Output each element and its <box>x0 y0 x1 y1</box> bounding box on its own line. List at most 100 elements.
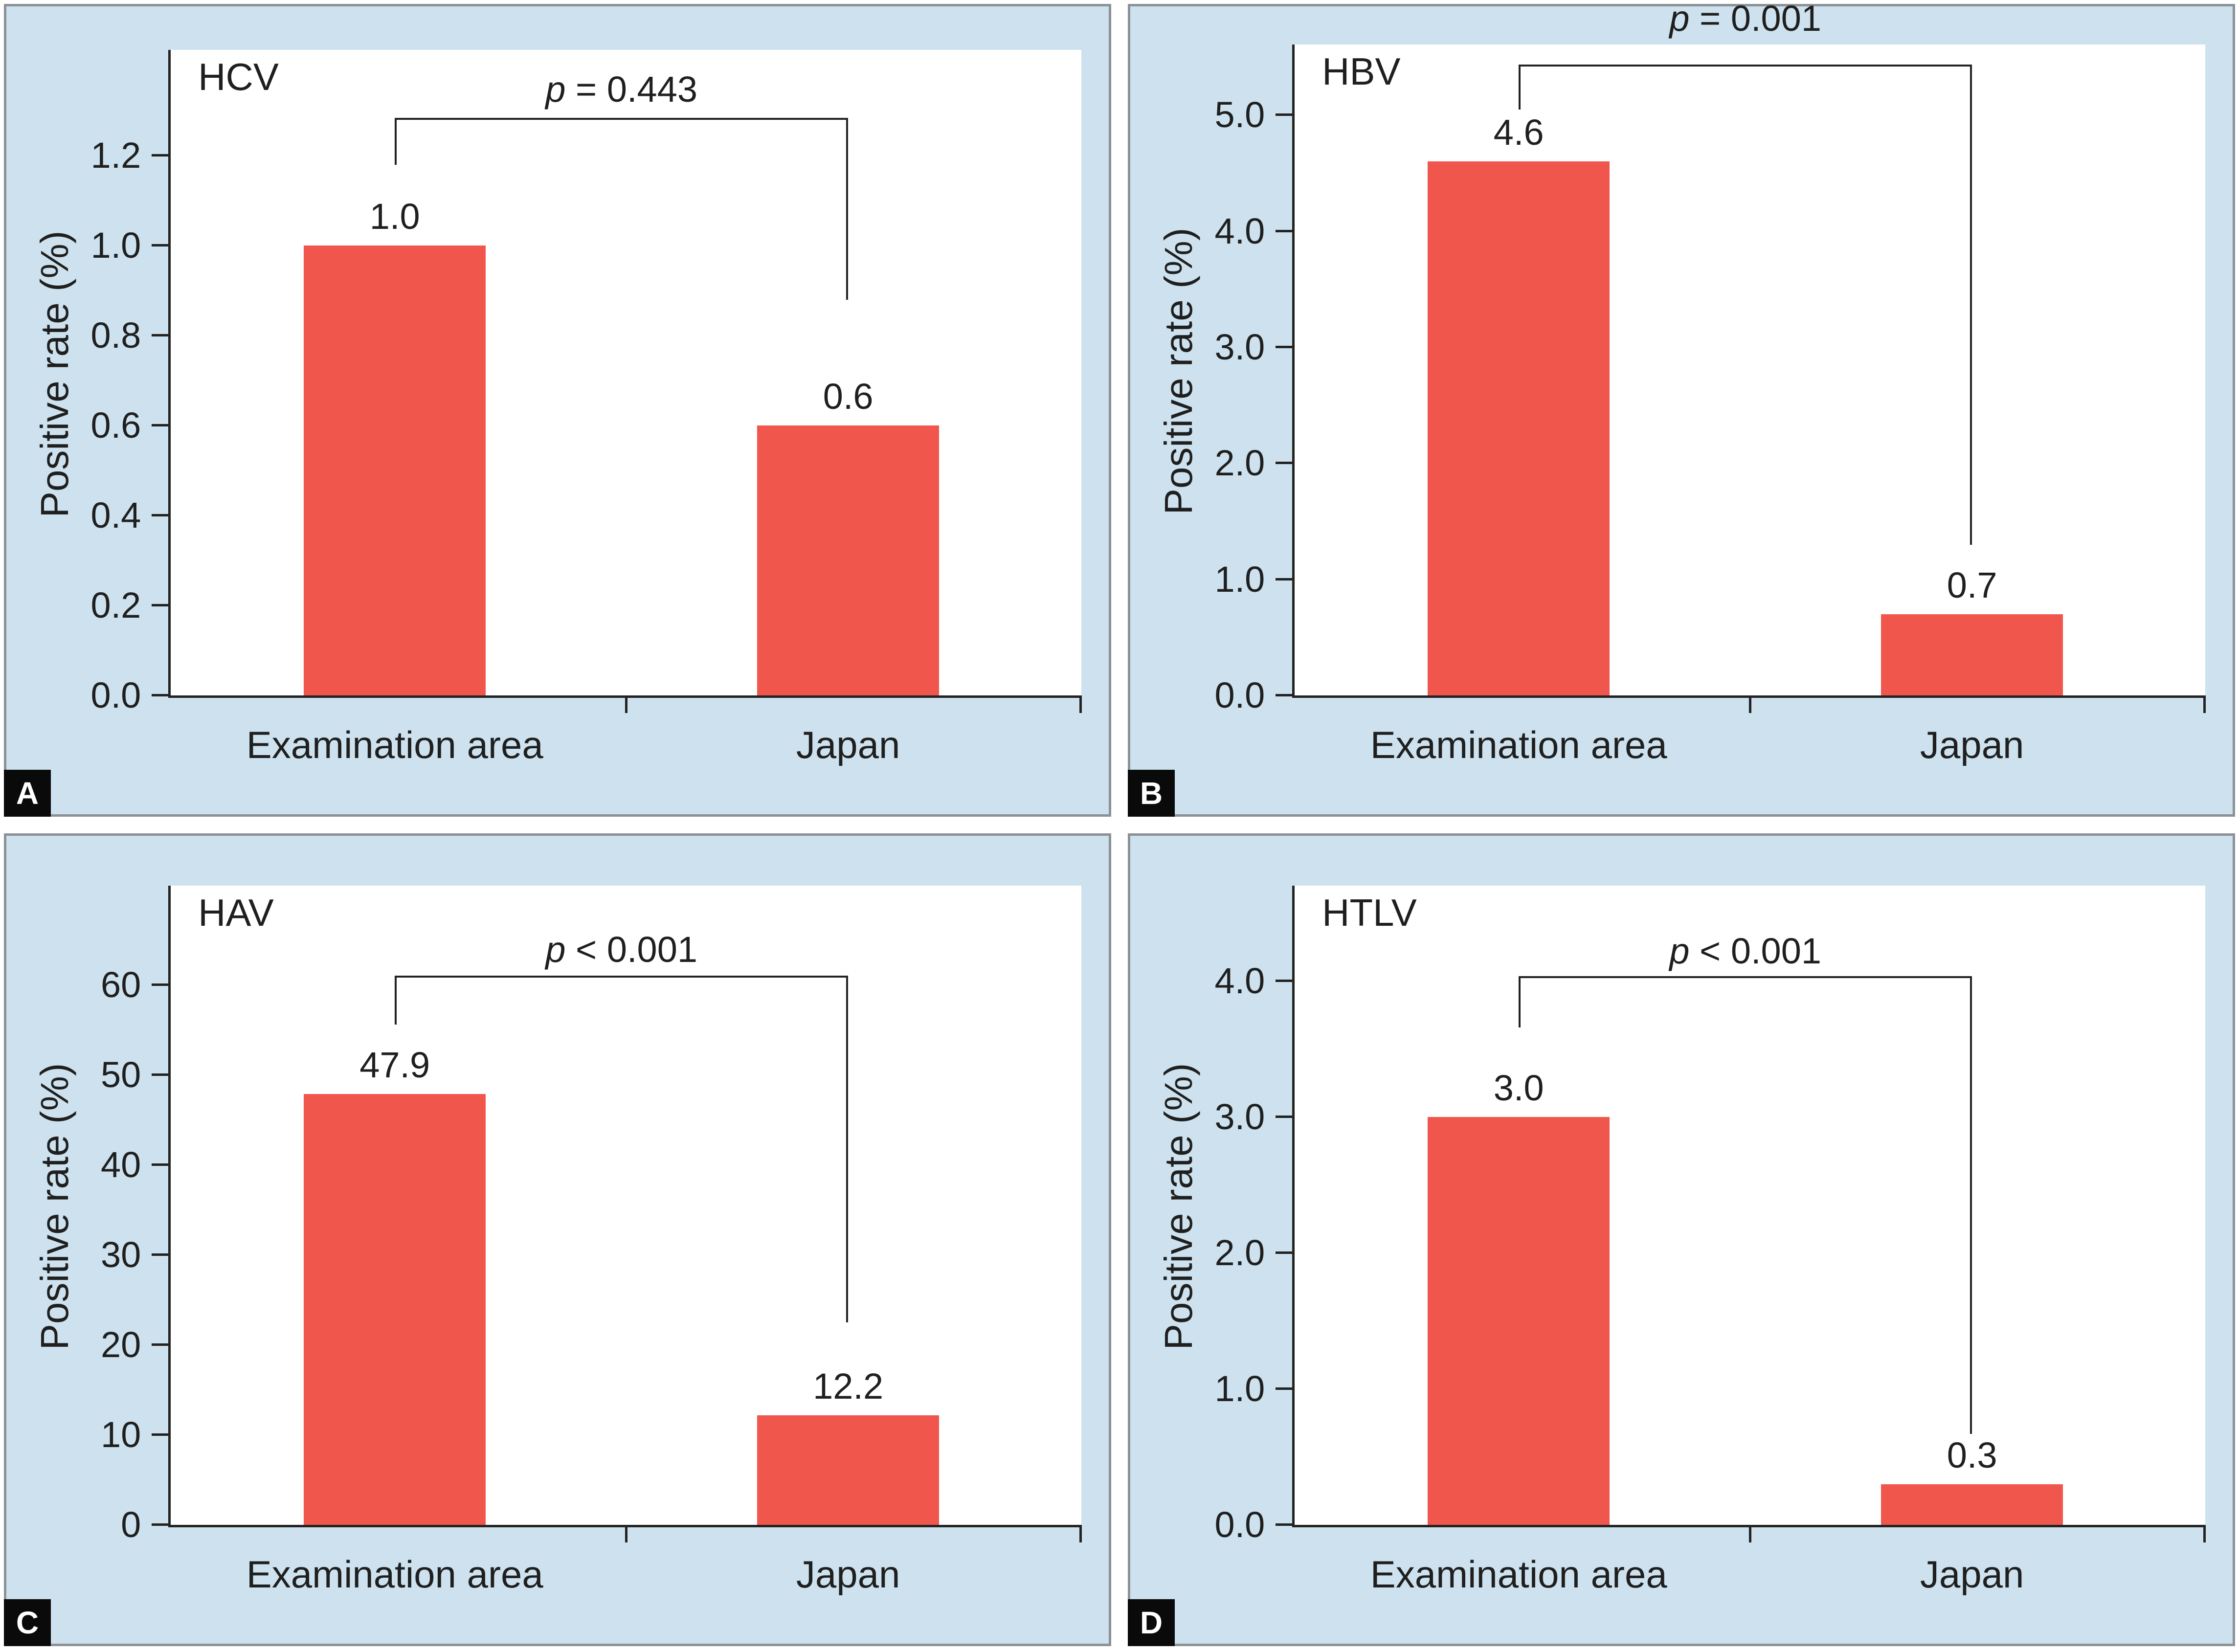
significance-bracket-right-leg <box>1970 66 1972 545</box>
bar-japan <box>1881 614 2063 696</box>
y-axis-tick-label: 50 <box>101 1054 141 1095</box>
y-axis-tick <box>1276 1387 1293 1390</box>
x-category-label: Examination area <box>1370 1553 1667 1596</box>
p-value-label: p = 0.443 <box>545 69 697 110</box>
bar-value-label: 47.9 <box>359 1044 430 1085</box>
panel-badge-d: D <box>1128 1599 1175 1646</box>
y-axis-tick-label: 30 <box>101 1234 141 1275</box>
y-axis-tick-label: 5.0 <box>1214 94 1265 135</box>
chart-title: HAV <box>198 891 274 935</box>
x-axis-tick <box>2203 1525 2206 1543</box>
y-axis-tick-label: 0.4 <box>90 495 141 536</box>
x-axis-tick <box>625 1525 627 1543</box>
y-axis-tick-label: 0.8 <box>90 315 141 356</box>
bar-examination-area <box>1428 1117 1610 1525</box>
x-axis-tick <box>1748 695 1751 714</box>
y-axis-tick <box>152 424 169 427</box>
y-axis-tick-label: 3.0 <box>1214 327 1265 368</box>
x-axis-tick <box>1748 1525 1751 1543</box>
y-axis-tick-label: 2.0 <box>1214 443 1265 484</box>
y-axis-tick-label: 3.0 <box>1214 1096 1265 1138</box>
y-axis-tick-label: 2.0 <box>1214 1232 1265 1273</box>
chart-panel-d: HTLV 0.0 1.0 2.0 3.0 4.0 3.0 Examination area 0.… <box>1128 833 2235 1646</box>
y-axis-tick <box>1276 462 1293 465</box>
significance-bracket-left-leg <box>1519 66 1521 110</box>
y-axis-tick-label: 0 <box>121 1504 141 1545</box>
y-axis-tick <box>152 1523 169 1526</box>
bar-examination-area <box>304 246 486 696</box>
significance-bracket-right-leg <box>846 119 849 300</box>
y-axis-tick-label: 1.0 <box>90 225 141 266</box>
y-axis-title: Positive rate (%) <box>33 1063 77 1350</box>
y-axis-tick <box>1276 694 1293 697</box>
significance-bracket-line <box>395 976 849 978</box>
significance-bracket-right-leg <box>846 978 849 1323</box>
y-axis-tick <box>152 1433 169 1436</box>
y-axis-tick <box>152 154 169 157</box>
y-axis-tick <box>1276 1116 1293 1118</box>
chart-panel-b: HBV 0.0 1.0 2.0 3.0 4.0 5.0 4.6 Examination area… <box>1128 0 2235 817</box>
bar-value-label: 3.0 <box>1493 1068 1544 1109</box>
y-axis-tick <box>152 514 169 517</box>
x-axis-tick <box>1079 695 1082 714</box>
x-category-label: Examination area <box>1370 723 1667 767</box>
y-axis-tick <box>1276 1523 1293 1526</box>
y-axis-tick-label: 60 <box>101 964 141 1005</box>
p-symbol: p <box>545 69 566 110</box>
y-axis-tick <box>1276 980 1293 982</box>
p-symbol: p <box>1669 931 1690 972</box>
x-axis-tick <box>625 695 627 714</box>
significance-bracket-line <box>395 117 849 120</box>
y-axis-tick-label: 4.0 <box>1214 960 1265 1002</box>
y-axis-tick <box>1276 229 1293 232</box>
y-axis-title: Positive rate (%) <box>1157 227 1201 515</box>
x-category-label: Japan <box>796 723 900 767</box>
y-axis-tick <box>1276 346 1293 349</box>
y-axis-tick <box>152 1253 169 1256</box>
bar-japan <box>757 425 940 696</box>
plot-area: HAV 0 10 20 30 40 50 60 47.9 Examination area 12.2… <box>101 886 1082 1593</box>
x-category-label: Examination area <box>246 1553 543 1596</box>
p-symbol: p <box>545 929 566 970</box>
bar-examination-area <box>1428 161 1610 696</box>
p-symbol: p <box>1669 0 1690 39</box>
significance-bracket-line <box>1519 64 1972 67</box>
panel-badge-a: A <box>4 770 51 817</box>
significance-bracket-left-leg <box>1519 978 1521 1027</box>
y-axis-tick <box>1276 1251 1293 1254</box>
y-axis-tick-label: 4.0 <box>1214 210 1265 251</box>
y-axis-tick-label: 0.0 <box>1214 1504 1265 1545</box>
y-axis-tick-label: 0.2 <box>90 585 141 626</box>
y-axis-tick-label: 20 <box>101 1324 141 1365</box>
bar-japan <box>1881 1484 2063 1525</box>
bar-value-label: 1.0 <box>369 196 420 237</box>
plot-area: HCV 0.0 0.2 0.4 0.6 0.8 1.0 1.2 1.0 Examination a… <box>90 50 1082 764</box>
bar-value-label: 0.6 <box>823 376 873 417</box>
chart-title: HCV <box>198 55 279 99</box>
chart-title: HTLV <box>1322 891 1417 935</box>
y-axis-tick-label: 1.0 <box>1214 558 1265 600</box>
y-axis-tick <box>152 1343 169 1346</box>
panel-grid: HCV 0.0 0.2 0.4 0.6 0.8 1.0 1.2 1.0 Examination a… <box>4 0 2235 1646</box>
x-category-label: Japan <box>796 1553 900 1596</box>
y-axis-tick <box>152 334 169 337</box>
y-axis-title: Positive rate (%) <box>1157 1063 1201 1350</box>
bar-value-label: 12.2 <box>813 1365 884 1406</box>
y-axis-tick-label: 0.0 <box>90 675 141 716</box>
significance-bracket-right-leg <box>1970 978 1972 1434</box>
x-category-label: Japan <box>1920 723 2024 767</box>
significance-bracket-left-leg <box>395 978 397 1025</box>
y-axis-tick <box>152 983 169 986</box>
chart-panel-c: HAV 0 10 20 30 40 50 60 47.9 Examination area 12.2… <box>4 833 1111 1646</box>
y-axis-tick-label: 40 <box>101 1144 141 1185</box>
x-category-label: Japan <box>1920 1553 2024 1596</box>
bar-value-label: 0.7 <box>1947 564 1997 605</box>
y-axis-tick <box>152 1073 169 1076</box>
y-axis-tick-label: 0.6 <box>90 405 141 446</box>
plot-area: HBV 0.0 1.0 2.0 3.0 4.0 5.0 4.6 Examination area… <box>1214 0 2206 764</box>
bar-examination-area <box>304 1094 486 1525</box>
chart-panel-a: HCV 0.0 0.2 0.4 0.6 0.8 1.0 1.2 1.0 Examination a… <box>4 4 1111 817</box>
chart-title: HBV <box>1322 49 1401 93</box>
panel-badge-b: B <box>1128 770 1175 817</box>
